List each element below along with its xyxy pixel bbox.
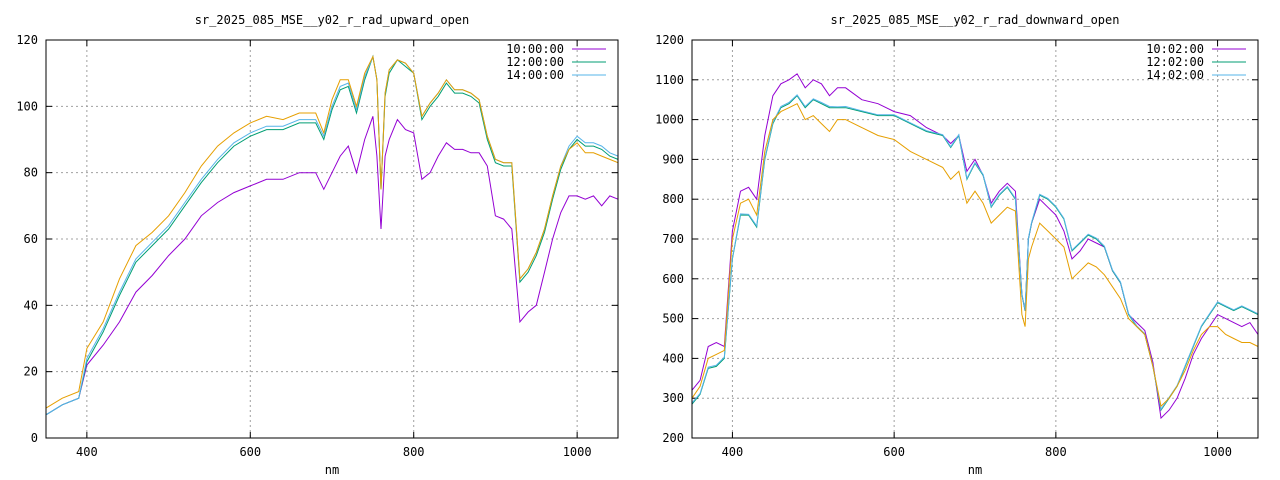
y-tick-label: 800 [662,192,684,206]
legend-label: 14:00:00 [506,68,564,82]
y-tick-label: 300 [662,391,684,405]
series-line-120200 [691,94,1259,412]
y-tick-label: 120 [16,33,38,47]
legend-label: 14:02:00 [1146,68,1204,82]
y-tick-label: 80 [24,166,38,180]
x-axis-label: nm [968,463,982,477]
y-tick-label: 60 [24,232,38,246]
legend-label: 12:02:00 [1146,55,1204,69]
x-tick-label: 600 [883,445,905,459]
y-tick-label: 700 [662,232,684,246]
upward-radiance-chart: sr_2025_085_MSE__y02_r_rad_upward_open 40… [16,13,619,477]
y-tick-label: 1200 [655,33,684,47]
x-tick-label: 1000 [563,445,592,459]
chart-title: sr_2025_085_MSE__y02_r_rad_upward_open [195,13,470,27]
y-tick-label: 1100 [655,73,684,87]
plot-frame [45,39,619,439]
x-tick-label: 800 [1045,445,1067,459]
y-tick-label: 40 [24,298,38,312]
plot-frame [691,39,1259,439]
chart-title: sr_2025_085_MSE__y02_r_rad_downward_open [831,13,1120,27]
y-tick-label: 20 [24,365,38,379]
x-axis-label: nm [325,463,339,477]
legend-label: 10:00:00 [506,42,564,56]
x-tick-label: 1000 [1203,445,1232,459]
series-line-120000 [45,54,619,416]
x-tick-label: 400 [722,445,744,459]
y-tick-label: 100 [16,99,38,113]
x-tick-label: 800 [403,445,425,459]
y-tick-label: 600 [662,272,684,286]
series-line-100200 [691,73,1259,420]
y-tick-label: 900 [662,152,684,166]
x-tick-label: 400 [76,445,98,459]
y-tick-label: 0 [31,431,38,445]
y-tick-label: 400 [662,351,684,365]
series-line-unlabeled [691,103,1259,408]
downward-radiance-chart: sr_2025_085_MSE__y02_r_rad_downward_open… [655,13,1259,477]
y-tick-label: 500 [662,312,684,326]
y-tick-label: 1000 [655,113,684,127]
y-tick-label: 200 [662,431,684,445]
x-tick-label: 600 [239,445,261,459]
series-line-140200 [691,94,1259,411]
series-line-unlabeled [45,55,619,409]
legend-label: 12:00:00 [506,55,564,69]
series-line-100000 [45,116,619,416]
legend-label: 10:02:00 [1146,42,1204,56]
